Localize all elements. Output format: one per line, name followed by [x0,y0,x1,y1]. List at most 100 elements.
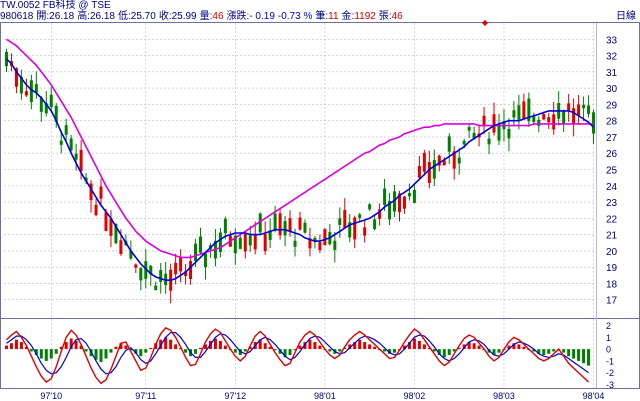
candle-body [572,108,576,125]
macd-tick-label: 1 [606,333,611,343]
candle-body [263,233,267,252]
macd-tick-label: -1 [606,356,614,366]
candle-body [587,105,591,114]
candle-body [457,157,461,164]
macd-histogram-bar [492,349,496,355]
macd-tick-label: -3 [606,380,614,390]
candle-body [417,165,421,178]
candle-body [19,77,23,94]
candle-body [338,218,342,225]
macd-histogram-bar [194,349,198,354]
macd-histogram-bar [577,349,581,361]
macd-histogram-bar [49,349,53,359]
candle-body [184,271,188,276]
macd-histogram-bar [54,349,58,354]
candle-body [154,285,158,291]
macd-histogram-bar [373,346,377,350]
candle-body [487,138,491,145]
open-label: 開: [36,11,50,22]
candle-body [179,257,183,272]
candle-body [189,261,193,279]
macd-histogram-bar [213,338,217,350]
macd-histogram-bar [134,349,138,354]
candle-body [512,110,516,118]
macd-histogram-bar [318,345,322,350]
candle-body [522,101,526,120]
candle-body [378,209,382,219]
macd-histogram-bar [338,349,342,352]
macd-signal-line [6,332,589,375]
macd-histogram-bar [273,349,277,351]
candle-body [49,94,53,108]
macd-histogram-bar [29,349,33,352]
close-label: 收: [158,11,172,22]
period-label[interactable]: 日線 [616,11,636,22]
candle-body [542,114,546,120]
candle-body [592,112,596,134]
time-tick-label: 97'10 [40,391,62,401]
candle-body [407,193,411,197]
candle-body [194,243,198,262]
candle-body [119,240,123,254]
macd-histogram-bar [4,345,8,350]
candle-body [517,105,521,120]
candle-body [562,111,566,124]
macd-histogram-bar [144,349,148,353]
price-tick-label: 17 [606,296,618,307]
macd-histogram-bar [263,343,267,350]
sheets-value: 46 [391,11,403,22]
macd-histogram-bar [243,349,247,352]
macd-histogram-bar [79,345,83,350]
macd-histogram-bar [343,347,347,350]
price-tick-label: 24 [606,182,618,193]
candle-body [253,233,257,250]
macd-histogram-bar [462,344,466,350]
candle-body [308,238,312,249]
macd-histogram-bar [497,349,501,353]
macd-histogram-bar [542,349,546,355]
macd-histogram-bar [587,349,591,366]
macd-histogram-bar [149,347,153,350]
candle-body [472,132,476,139]
time-tick-label: 97'11 [135,391,156,401]
time-tick-label: 98'01 [314,391,336,401]
macd-histogram-bar [437,349,441,355]
short-ma-line [5,58,595,282]
candle-body [412,189,416,203]
macd-histogram-bar [308,339,312,350]
amount-label: 金: [341,11,355,22]
candle-body [64,125,68,135]
macd-histogram-bar [412,338,416,350]
candle-body [69,138,73,151]
price-tick-label: 19 [606,263,618,274]
macd-histogram-bar [59,346,63,350]
macd-histogram-bar [129,349,133,351]
close-value: 25.99 [171,11,197,22]
candle-body [552,114,556,130]
macd-histogram-bar [432,349,436,352]
macd-histogram-bar [109,349,113,353]
candle-body [547,117,551,123]
candle-body [432,159,436,179]
macd-histogram-bar [383,349,387,352]
macd-histogram-bar [313,342,317,350]
macd-histogram-bar [124,345,128,350]
candle-body [293,240,297,247]
macd-histogram-bar [363,342,367,350]
macd-histogram-bar [84,349,88,352]
macd-histogram-bar [268,346,272,350]
candle-body [388,200,392,220]
time-tick-label: 98'02 [404,391,426,401]
macd-histogram-bar [537,349,541,354]
macd-histogram-bar [582,349,586,364]
price-tick-label: 29 [606,100,618,111]
candle-body [29,80,33,103]
candle-body [358,214,362,218]
candle-body [462,140,466,145]
candle-body [402,196,406,209]
macd-histogram-bar [293,349,297,351]
macd-dif-line [6,327,589,385]
macd-histogram-bar [452,349,456,352]
macd-histogram-bar [567,349,571,357]
